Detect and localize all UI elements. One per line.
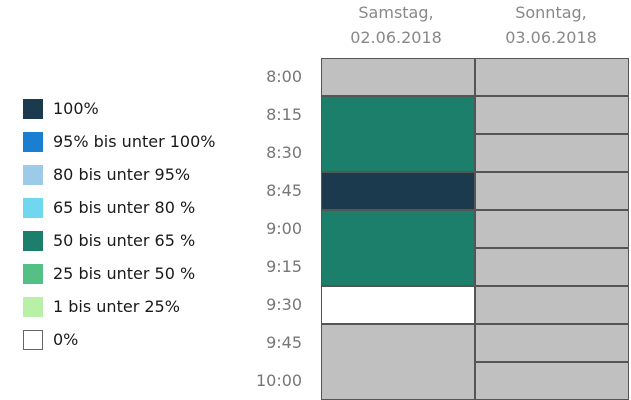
legend-item: 95% bis unter 100% <box>23 125 215 158</box>
day-header-saturday: Samstag, 02.06.2018 <box>321 0 471 50</box>
legend-label: 50 bis unter 65 % <box>53 231 196 250</box>
time-slot-cell <box>475 210 629 248</box>
legend-label: 0% <box>53 330 79 349</box>
time-slot-cell <box>475 96 629 134</box>
legend-item: 50 bis unter 65 % <box>23 224 215 257</box>
legend-item: 100% <box>23 92 215 125</box>
legend-label: 80 bis unter 95% <box>53 165 191 184</box>
legend-item: 80 bis unter 95% <box>23 158 215 191</box>
time-slot-cell <box>321 286 475 324</box>
legend-label: 95% bis unter 100% <box>53 132 216 151</box>
day-header-weekday: Samstag, <box>358 3 434 22</box>
day-header-weekday: Sonntag, <box>515 3 587 22</box>
day-header-sunday: Sonntag, 03.06.2018 <box>476 0 626 50</box>
time-slot-cell <box>475 172 629 210</box>
time-slot-cell <box>475 324 629 362</box>
time-label: 8:00 <box>266 67 302 86</box>
legend-swatch <box>23 197 43 218</box>
legend: 100% 95% bis unter 100% 80 bis unter 95%… <box>23 92 215 356</box>
legend-swatch <box>23 263 43 284</box>
legend-label: 65 bis unter 80 % <box>53 198 196 217</box>
time-label: 8:30 <box>266 143 302 162</box>
time-slot-cell <box>475 134 629 172</box>
time-slot-cell <box>475 286 629 324</box>
legend-item: 65 bis unter 80 % <box>23 191 215 224</box>
day-header-date: 02.06.2018 <box>350 28 442 47</box>
legend-swatch <box>23 98 43 119</box>
legend-swatch <box>23 329 43 350</box>
legend-label: 100% <box>53 99 99 118</box>
time-slot-cell <box>475 58 629 96</box>
legend-swatch <box>23 230 43 251</box>
time-label: 9:15 <box>266 257 302 276</box>
time-slot-cell <box>475 248 629 286</box>
time-slot-cell <box>321 172 475 210</box>
time-slot-cell <box>321 324 475 400</box>
legend-swatch <box>23 296 43 317</box>
day-header-date: 03.06.2018 <box>505 28 597 47</box>
time-label: 8:15 <box>266 105 302 124</box>
time-label: 9:00 <box>266 219 302 238</box>
legend-item: 1 bis unter 25% <box>23 290 215 323</box>
legend-swatch <box>23 131 43 152</box>
time-label: 10:00 <box>256 371 303 390</box>
legend-item: 0% <box>23 323 215 356</box>
time-slot-cell <box>475 362 629 400</box>
legend-label: 25 bis unter 50 % <box>53 264 196 283</box>
time-label: 8:45 <box>266 181 302 200</box>
legend-label: 1 bis unter 25% <box>53 297 180 316</box>
time-label: 9:30 <box>266 295 302 314</box>
time-label: 9:45 <box>266 333 302 352</box>
time-slot-cell <box>321 58 475 96</box>
time-slot-cell <box>321 210 475 286</box>
legend-item: 25 bis unter 50 % <box>23 257 215 290</box>
legend-swatch <box>23 164 43 185</box>
time-slot-cell <box>321 96 475 172</box>
